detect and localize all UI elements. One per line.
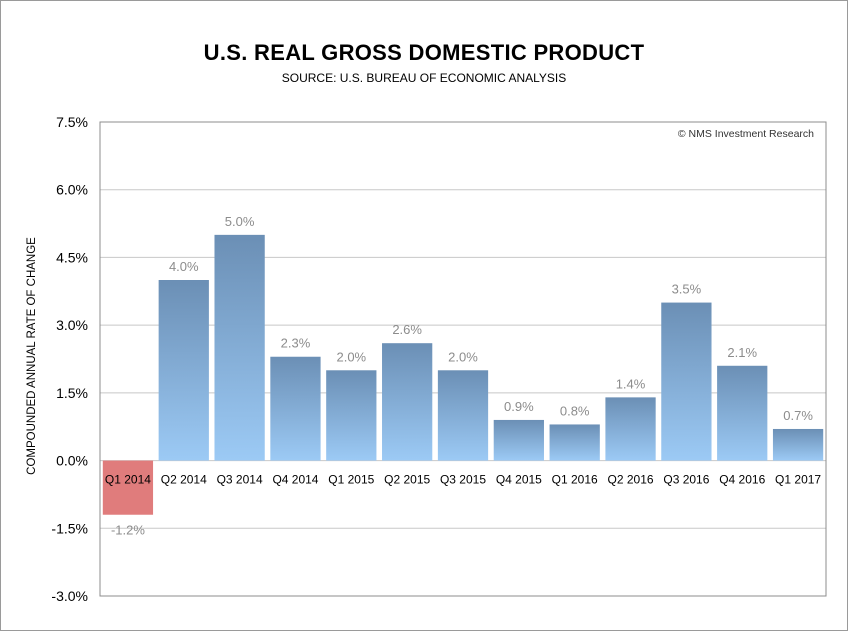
x-tick-label: Q3 2015 [440, 473, 486, 487]
data-label: 2.3% [281, 336, 311, 351]
data-label: 2.6% [392, 322, 422, 337]
x-tick-label: Q1 2015 [328, 473, 374, 487]
bar [605, 397, 656, 461]
x-tick-label: Q2 2016 [608, 473, 654, 487]
data-label: 1.4% [616, 376, 646, 391]
bar [717, 365, 768, 461]
data-label: 2.0% [448, 349, 478, 364]
y-tick-label: 7.5% [56, 114, 88, 130]
x-tick-label: Q1 2017 [775, 473, 821, 487]
x-tick-label: Q3 2014 [217, 473, 263, 487]
x-tick-label: Q2 2015 [384, 473, 430, 487]
data-label: 0.7% [783, 408, 813, 423]
data-label: 5.0% [225, 214, 255, 229]
category-labels: Q1 2014 Q2 2014 Q3 2014 Q4 2014 Q1 2015 Q2 20… [105, 473, 822, 487]
bar [661, 302, 712, 461]
data-label: -1.2% [111, 523, 145, 538]
bar [772, 428, 824, 461]
y-tick-label: 4.5% [56, 249, 88, 265]
bar [214, 234, 265, 461]
y-tick-label: -3.0% [51, 588, 88, 604]
bar [549, 424, 600, 461]
bar [102, 460, 154, 515]
value-labels: -1.2% 4.0% 5.0% 2.3% 2.0% 2.6% 2.0% 0.9% 0.8% 1.4… [111, 214, 813, 538]
y-tick-label: 6.0% [56, 182, 88, 198]
x-tick-label: Q2 2014 [161, 473, 207, 487]
bar [382, 343, 433, 461]
chart-title: U.S. REAL GROSS DOMESTIC PRODUCT [203, 40, 645, 65]
y-tick-label: 0.0% [56, 453, 88, 469]
plot-border [99, 121, 827, 597]
chart-subtitle: SOURCE: U.S. BUREAU OF ECONOMIC ANALYSIS [281, 71, 567, 85]
data-label: 2.0% [336, 349, 366, 364]
y-tick-label: -1.5% [51, 520, 88, 536]
x-tick-label: Q3 2016 [663, 473, 709, 487]
y-axis-label: COMPOUNDED ANNUAL RATE OF CHANGE [26, 237, 38, 475]
y-tick-label: 3.0% [56, 317, 88, 333]
x-tick-label: Q4 2015 [496, 473, 542, 487]
bar [326, 370, 377, 461]
x-tick-label: Q1 2016 [552, 473, 598, 487]
data-label: 3.5% [672, 282, 702, 297]
bar [493, 419, 544, 461]
bar [437, 370, 489, 461]
x-tick-label: Q4 2014 [272, 473, 318, 487]
y-tick-label: 1.5% [56, 385, 88, 401]
bar [270, 356, 321, 461]
copyright-annotation: © NMS Investment Research [678, 128, 814, 140]
data-label: 2.1% [727, 345, 757, 360]
data-label: 4.0% [169, 259, 199, 274]
x-tick-label: Q1 2014 [105, 473, 151, 487]
y-tick-labels: -3.0% -1.5% 0.0% 1.5% 3.0% 4.5% 6.0% 7.5% [51, 114, 88, 604]
bars [102, 234, 824, 515]
data-label: 0.9% [504, 399, 534, 414]
x-tick-label: Q4 2016 [719, 473, 765, 487]
data-label: 0.8% [560, 403, 590, 418]
bar [158, 280, 209, 461]
